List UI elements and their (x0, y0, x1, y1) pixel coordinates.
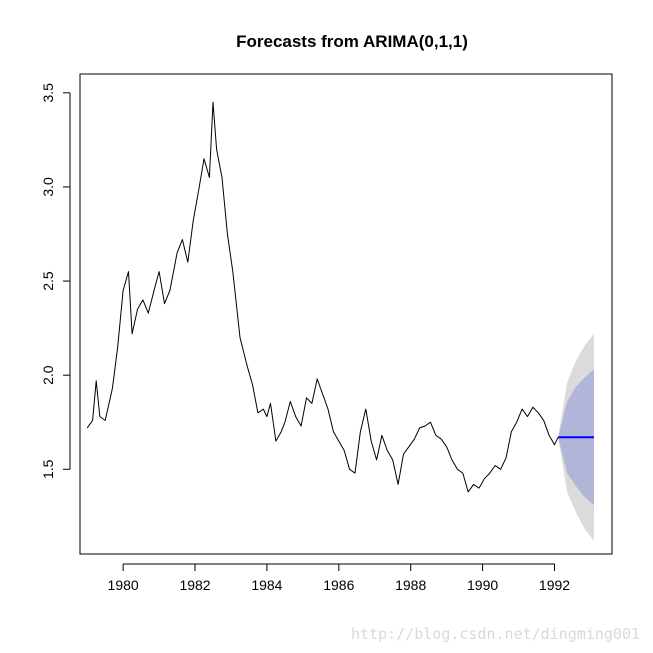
x-tick-label: 1990 (467, 577, 498, 593)
x-tick-label: 1992 (539, 577, 570, 593)
x-tick-label: 1980 (108, 577, 139, 593)
y-axis: 1.5 2.0 2.5 3.0 3.5 (40, 83, 71, 479)
y-tick-label: 1.5 (40, 459, 56, 479)
plot-frame (79, 73, 613, 555)
watermark-text: http://blog.csdn.net/dingming001 (351, 625, 640, 643)
chart-title: Forecasts from ARIMA(0,1,1) (236, 32, 468, 51)
x-axis: 1980 1982 1984 1986 1988 1990 1992 (108, 563, 570, 593)
y-tick-label: 2.5 (40, 271, 56, 291)
x-tick-label: 1984 (251, 577, 282, 593)
y-tick-label: 2.0 (40, 365, 56, 385)
series-line-observed (86, 101, 559, 493)
y-tick-label: 3.0 (40, 177, 56, 197)
x-tick-label: 1986 (323, 577, 354, 593)
y-tick-label: 3.5 (40, 83, 56, 103)
plot-area (86, 101, 594, 541)
x-tick-label: 1982 (179, 577, 210, 593)
x-tick-label: 1988 (395, 577, 426, 593)
